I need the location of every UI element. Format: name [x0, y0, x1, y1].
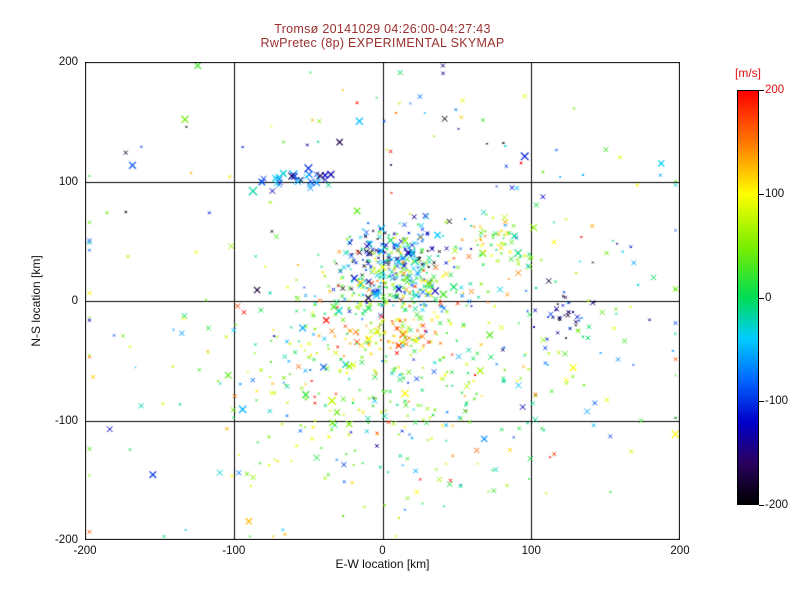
x-tick-label: -200 [73, 545, 97, 557]
y-tick-label: -100 [54, 414, 78, 427]
x-tick-label: 100 [521, 545, 541, 557]
colorbar-tick-mark [759, 401, 764, 403]
chart-title: Tromsø 20141029 04:26:00-04:27:43 [274, 22, 491, 36]
colorbar-tick-mark [759, 193, 764, 195]
colorbar-tick-label: 0 [765, 291, 772, 304]
y-tick-label: 200 [58, 56, 78, 68]
colorbar-tick-mark [759, 505, 764, 506]
colorbar-tick-label: -200 [765, 499, 789, 511]
colorbar-tick-label: -100 [765, 395, 789, 408]
colorbar-tick-mark [759, 90, 764, 91]
colorbar-tick-mark [759, 297, 764, 299]
y-tick-label: 0 [71, 295, 78, 307]
title-block: Tromsø 20141029 04:26:00-04:27:43 RwPret… [85, 22, 680, 50]
y-tick-label: -200 [54, 534, 78, 546]
colorbar-tick-label: 100 [765, 187, 785, 200]
x-tick-label: -100 [222, 545, 246, 557]
x-axis-label: E-W location [km] [335, 557, 430, 571]
colorbar-tick-label: 200 [765, 84, 785, 96]
x-tick-label: 200 [670, 545, 690, 557]
plot-area [85, 62, 680, 540]
colorbar [737, 90, 759, 505]
y-tick-label: 100 [58, 175, 78, 188]
x-tick-label: 0 [379, 545, 386, 557]
colorbar-unit-label: [m/s] [735, 66, 761, 80]
chart-subtitle: RwPretec (8p) EXPERIMENTAL SKYMAP [260, 36, 505, 50]
scatter-canvas [85, 62, 680, 540]
